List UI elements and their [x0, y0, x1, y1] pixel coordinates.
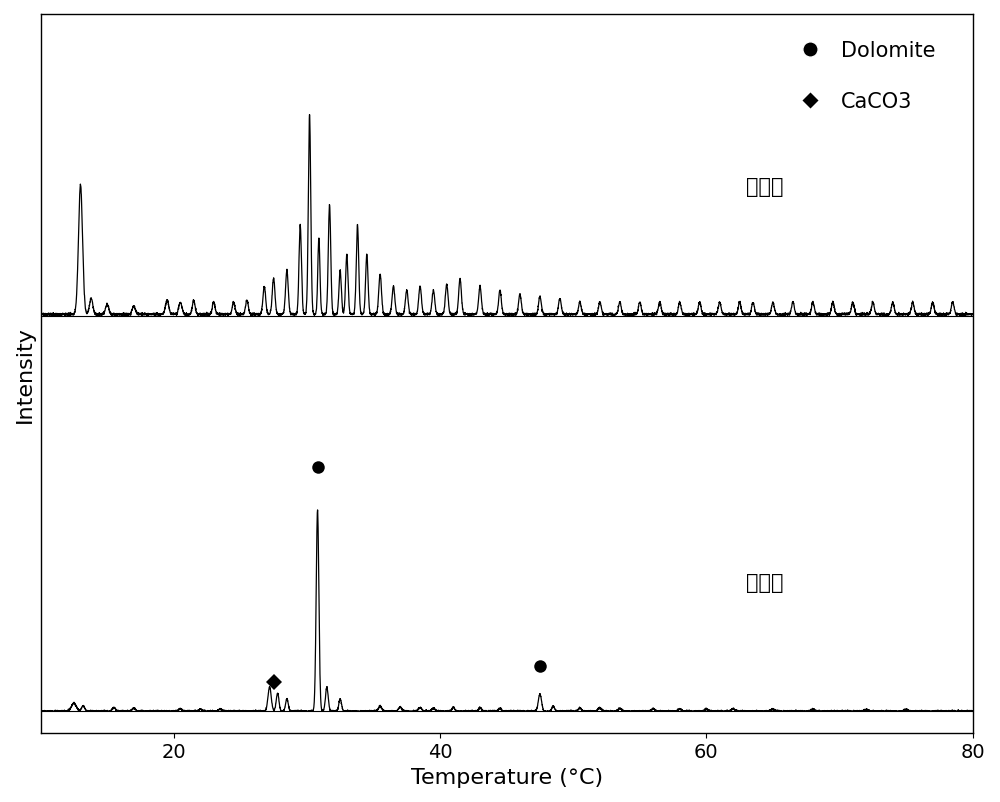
X-axis label: Temperature (°C): Temperature (°C) [411, 767, 603, 787]
Text: 酸化后: 酸化后 [746, 177, 784, 197]
Legend: Dolomite, CaCO3: Dolomite, CaCO3 [780, 33, 944, 120]
Text: 酸化前: 酸化前 [746, 572, 784, 592]
Y-axis label: Intensity: Intensity [15, 326, 35, 423]
